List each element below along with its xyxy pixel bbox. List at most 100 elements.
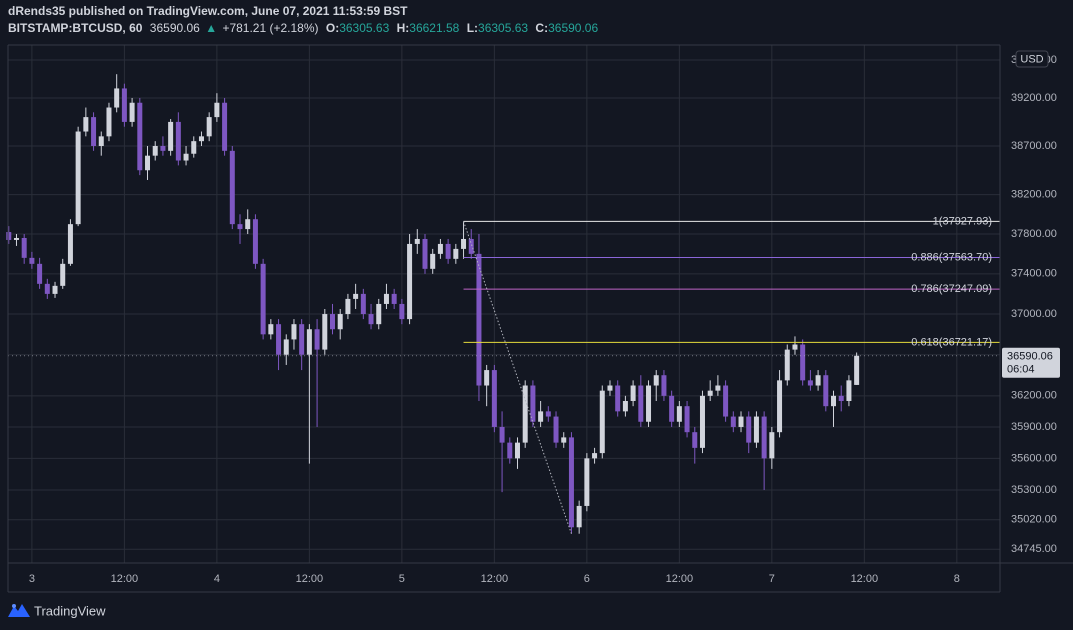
candle-body xyxy=(345,298,351,315)
candle-body xyxy=(83,117,89,132)
candle-body xyxy=(669,395,675,422)
candle-body xyxy=(707,390,713,396)
candle-body xyxy=(854,355,860,385)
x-tick-label: 5 xyxy=(399,573,405,585)
candle-body xyxy=(214,102,220,118)
candle-body xyxy=(114,88,120,108)
x-tick-label: 12:00 xyxy=(851,573,879,585)
x-tick-label: 6 xyxy=(584,573,590,585)
x-tick-label: 7 xyxy=(769,573,775,585)
symbol-line: BITSTAMP:BTCUSD, 60 36590.06 ▲ +781.21 (… xyxy=(8,21,598,35)
trend-line xyxy=(463,221,572,534)
last-price-bg xyxy=(1002,347,1060,378)
y-tick-label: 38200.00 xyxy=(1011,189,1057,201)
candle-body xyxy=(653,375,659,386)
candle-body xyxy=(684,406,690,433)
candle-body xyxy=(638,385,644,422)
symbol: BITSTAMP:BTCUSD, 60 xyxy=(8,21,143,35)
candle-body xyxy=(815,375,821,386)
candle-body xyxy=(831,395,837,407)
candle-body xyxy=(368,314,374,325)
candle-body xyxy=(245,219,251,230)
y-tick-label: 35300.00 xyxy=(1011,484,1057,496)
candle-body xyxy=(800,344,806,381)
candle-body xyxy=(784,349,790,381)
candle-body xyxy=(21,237,27,258)
o-label: O: xyxy=(326,21,339,35)
y-tick-label: 36200.00 xyxy=(1011,390,1057,402)
candle-body xyxy=(746,416,752,443)
fib-label: 1(37927.93) xyxy=(933,215,992,227)
candle-body xyxy=(37,263,43,284)
candle-body xyxy=(646,385,652,422)
x-tick-label: 12:00 xyxy=(481,573,509,585)
fib-label: 0.786(37247.09) xyxy=(911,283,992,295)
y-tick-label: 34745.00 xyxy=(1011,543,1057,555)
candle-body xyxy=(306,329,312,355)
candle-body xyxy=(322,314,328,350)
candle-body xyxy=(399,303,405,320)
candle-body xyxy=(299,324,305,355)
candle-body xyxy=(414,238,420,244)
candle-body xyxy=(576,505,582,528)
candle-body xyxy=(561,437,567,443)
candle-body xyxy=(761,416,767,459)
candle-body xyxy=(183,153,189,161)
candle-body xyxy=(769,432,775,459)
l-label: L: xyxy=(467,21,478,35)
candle-body xyxy=(491,370,497,427)
candle-body xyxy=(461,238,467,249)
x-tick-label: 3 xyxy=(29,573,35,585)
candle-body xyxy=(838,395,844,401)
currency-button[interactable] xyxy=(1015,50,1049,68)
candle-body xyxy=(676,406,682,422)
logo xyxy=(8,604,30,617)
candle-body xyxy=(283,339,289,355)
candle-body xyxy=(276,324,282,355)
candle-body xyxy=(383,293,389,304)
candle-body xyxy=(291,324,297,340)
candle-body xyxy=(538,411,544,422)
candle-body xyxy=(52,285,58,294)
o-value: 36305.63 xyxy=(339,21,389,35)
y-tick-label: 35600.00 xyxy=(1011,452,1057,464)
candle-body xyxy=(507,442,513,459)
candle-body xyxy=(622,400,628,412)
candle-body xyxy=(98,136,104,146)
candle-body xyxy=(160,145,166,151)
candle-body xyxy=(152,145,158,156)
candle-body xyxy=(330,314,336,330)
candle-body xyxy=(29,257,35,264)
candle-body xyxy=(337,314,343,330)
candle-body xyxy=(391,293,397,304)
candle-body xyxy=(437,243,443,254)
candle-body xyxy=(67,224,73,264)
candle-body xyxy=(106,107,112,137)
candle-body xyxy=(44,283,50,294)
candle-body xyxy=(661,375,667,396)
candle-body xyxy=(237,224,243,230)
candle-body xyxy=(175,121,181,161)
candle-body xyxy=(360,293,366,315)
candle-body xyxy=(222,102,228,151)
candle-body xyxy=(846,380,852,401)
fib-label: 0.618(36721.17) xyxy=(911,336,992,348)
c-label: C: xyxy=(535,21,548,35)
currency[interactable]: USD xyxy=(1020,53,1043,65)
logo-dot xyxy=(12,604,16,608)
candle-body xyxy=(422,238,428,269)
publish-info: dRends35 published on TradingView.com, J… xyxy=(8,4,408,18)
candle-body xyxy=(545,411,551,417)
candle-body xyxy=(592,453,598,459)
candle-body xyxy=(453,248,459,259)
y-tick-label: 39200.00 xyxy=(1011,92,1057,104)
y-tick-label: 38700.00 xyxy=(1011,140,1057,152)
h-value: 36621.58 xyxy=(409,21,459,35)
x-tick-label: 4 xyxy=(214,573,220,585)
candle-body xyxy=(584,458,590,506)
price: 36590.06 xyxy=(150,21,200,35)
candle-body xyxy=(206,117,212,137)
candle-body xyxy=(260,263,266,335)
